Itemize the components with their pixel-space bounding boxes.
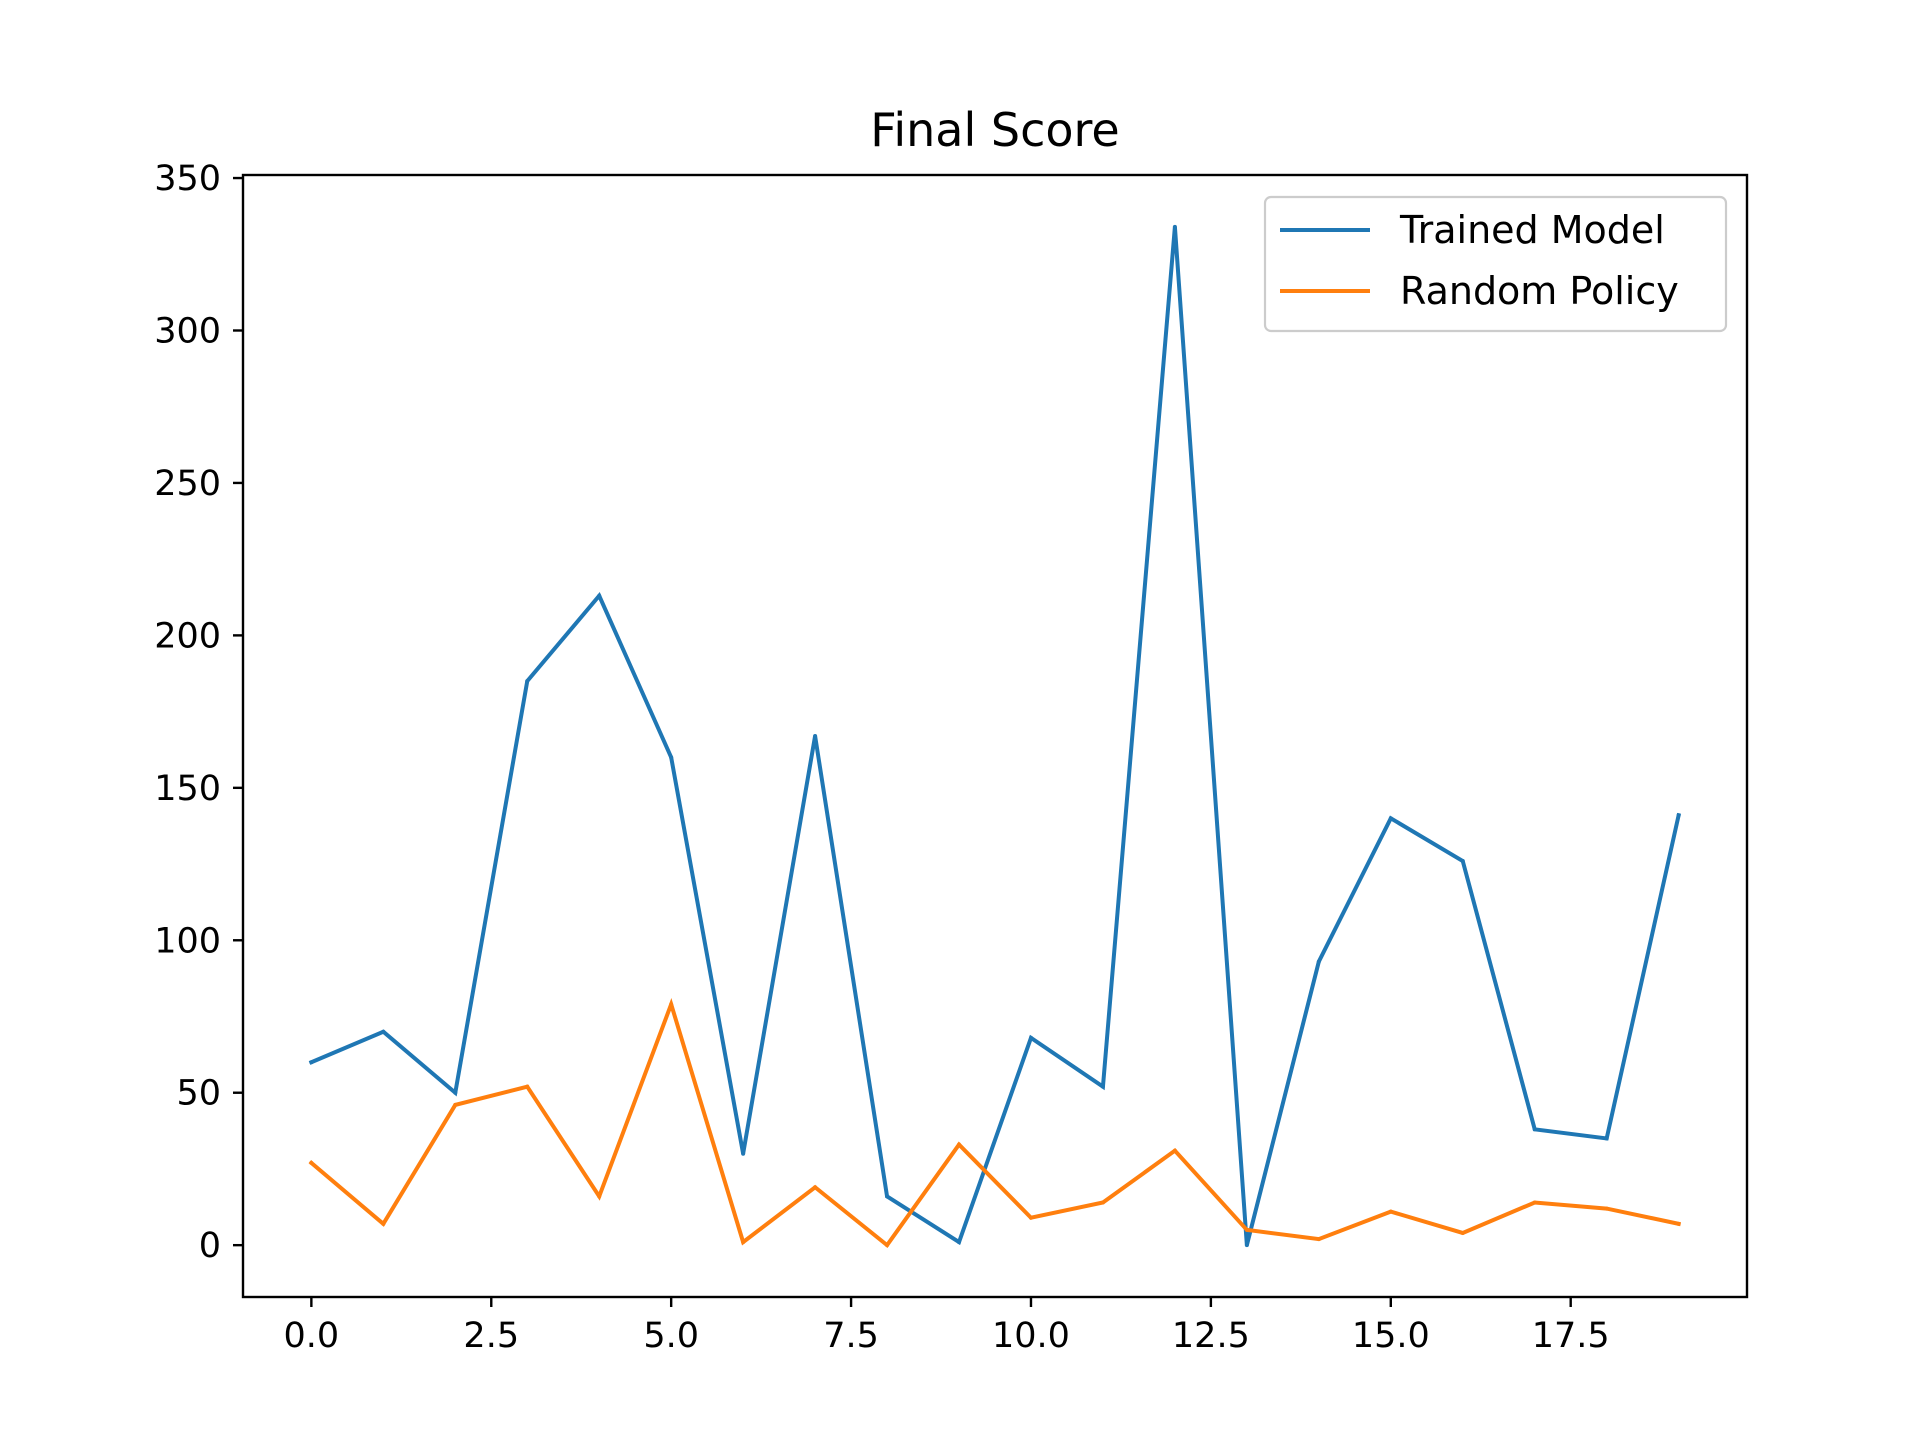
x-tick-label: 17.5 [1532,1316,1610,1356]
x-tick-label: 7.5 [823,1316,879,1356]
data-point [1316,1237,1321,1242]
data-point [885,1194,890,1199]
data-point [1172,224,1177,229]
series-line-1 [308,226,1682,1246]
x-axis: 0.0 2.5 5.0 7.5 10.0 12.5 15.0 17.5 [284,1297,1610,1356]
data-point [1100,1084,1105,1089]
y-tick-label: 100 [154,921,221,961]
series-line-2 [308,998,1682,1249]
data-point [885,1243,890,1248]
chart-title: Final Score [870,103,1119,157]
x-tick-label: 5.0 [643,1316,699,1356]
data-point [1676,1221,1681,1226]
plot-frame [241,173,1749,1299]
data-point [1388,816,1393,821]
data-point [597,593,602,598]
data-point [669,755,674,760]
data-point [1244,1243,1249,1248]
data-point [597,1194,602,1199]
y-tick-label: 0 [199,1226,221,1266]
legend-label-2: Random Policy [1400,269,1679,313]
legend-box [1263,195,1728,333]
data-point [1460,859,1465,864]
data-point [1388,1209,1393,1214]
data-point [813,734,818,738]
y-axis: 0 50 100 150 200 250 300 350 [154,159,243,1266]
data-point [1604,1136,1609,1141]
x-tick-label: 0.0 [284,1316,340,1356]
data-point [1028,1035,1033,1040]
data-point [1532,1127,1537,1132]
data-point [525,679,530,684]
data-point [813,1185,818,1190]
x-tick-label: 12.5 [1172,1316,1250,1356]
data-point [453,1102,458,1107]
x-tick-label: 2.5 [463,1316,519,1356]
data-point [1244,1227,1249,1232]
data-point [1460,1230,1465,1235]
data-point [741,1240,746,1245]
y-tick-label: 200 [154,616,221,656]
data-point [525,1084,530,1089]
y-tick-label: 150 [154,769,221,809]
data-point [669,1002,674,1007]
data-point [957,1240,962,1245]
data-point [957,1142,962,1147]
legend: Trained Model Random Policy [1263,195,1728,333]
data-point [1172,1148,1177,1153]
data-point [453,1090,458,1095]
x-tick-label: 15.0 [1352,1316,1430,1356]
data-point [1532,1200,1537,1205]
x-tick-label: 10.0 [992,1316,1070,1356]
y-tick-label: 350 [154,159,221,199]
series-layer [308,224,1682,1249]
data-point [381,1221,386,1226]
data-point [741,1151,746,1156]
data-point [1316,959,1321,964]
data-point [309,1160,314,1165]
y-tick-label: 300 [154,311,221,351]
data-point [1100,1200,1105,1205]
y-tick-label: 50 [176,1074,221,1114]
data-point [381,1029,386,1034]
data-point [309,1060,314,1065]
data-point [1604,1206,1609,1211]
y-tick-label: 250 [154,464,221,504]
data-point [1676,813,1681,818]
data-point [1028,1215,1033,1220]
legend-label-1: Trained Model [1399,208,1665,252]
